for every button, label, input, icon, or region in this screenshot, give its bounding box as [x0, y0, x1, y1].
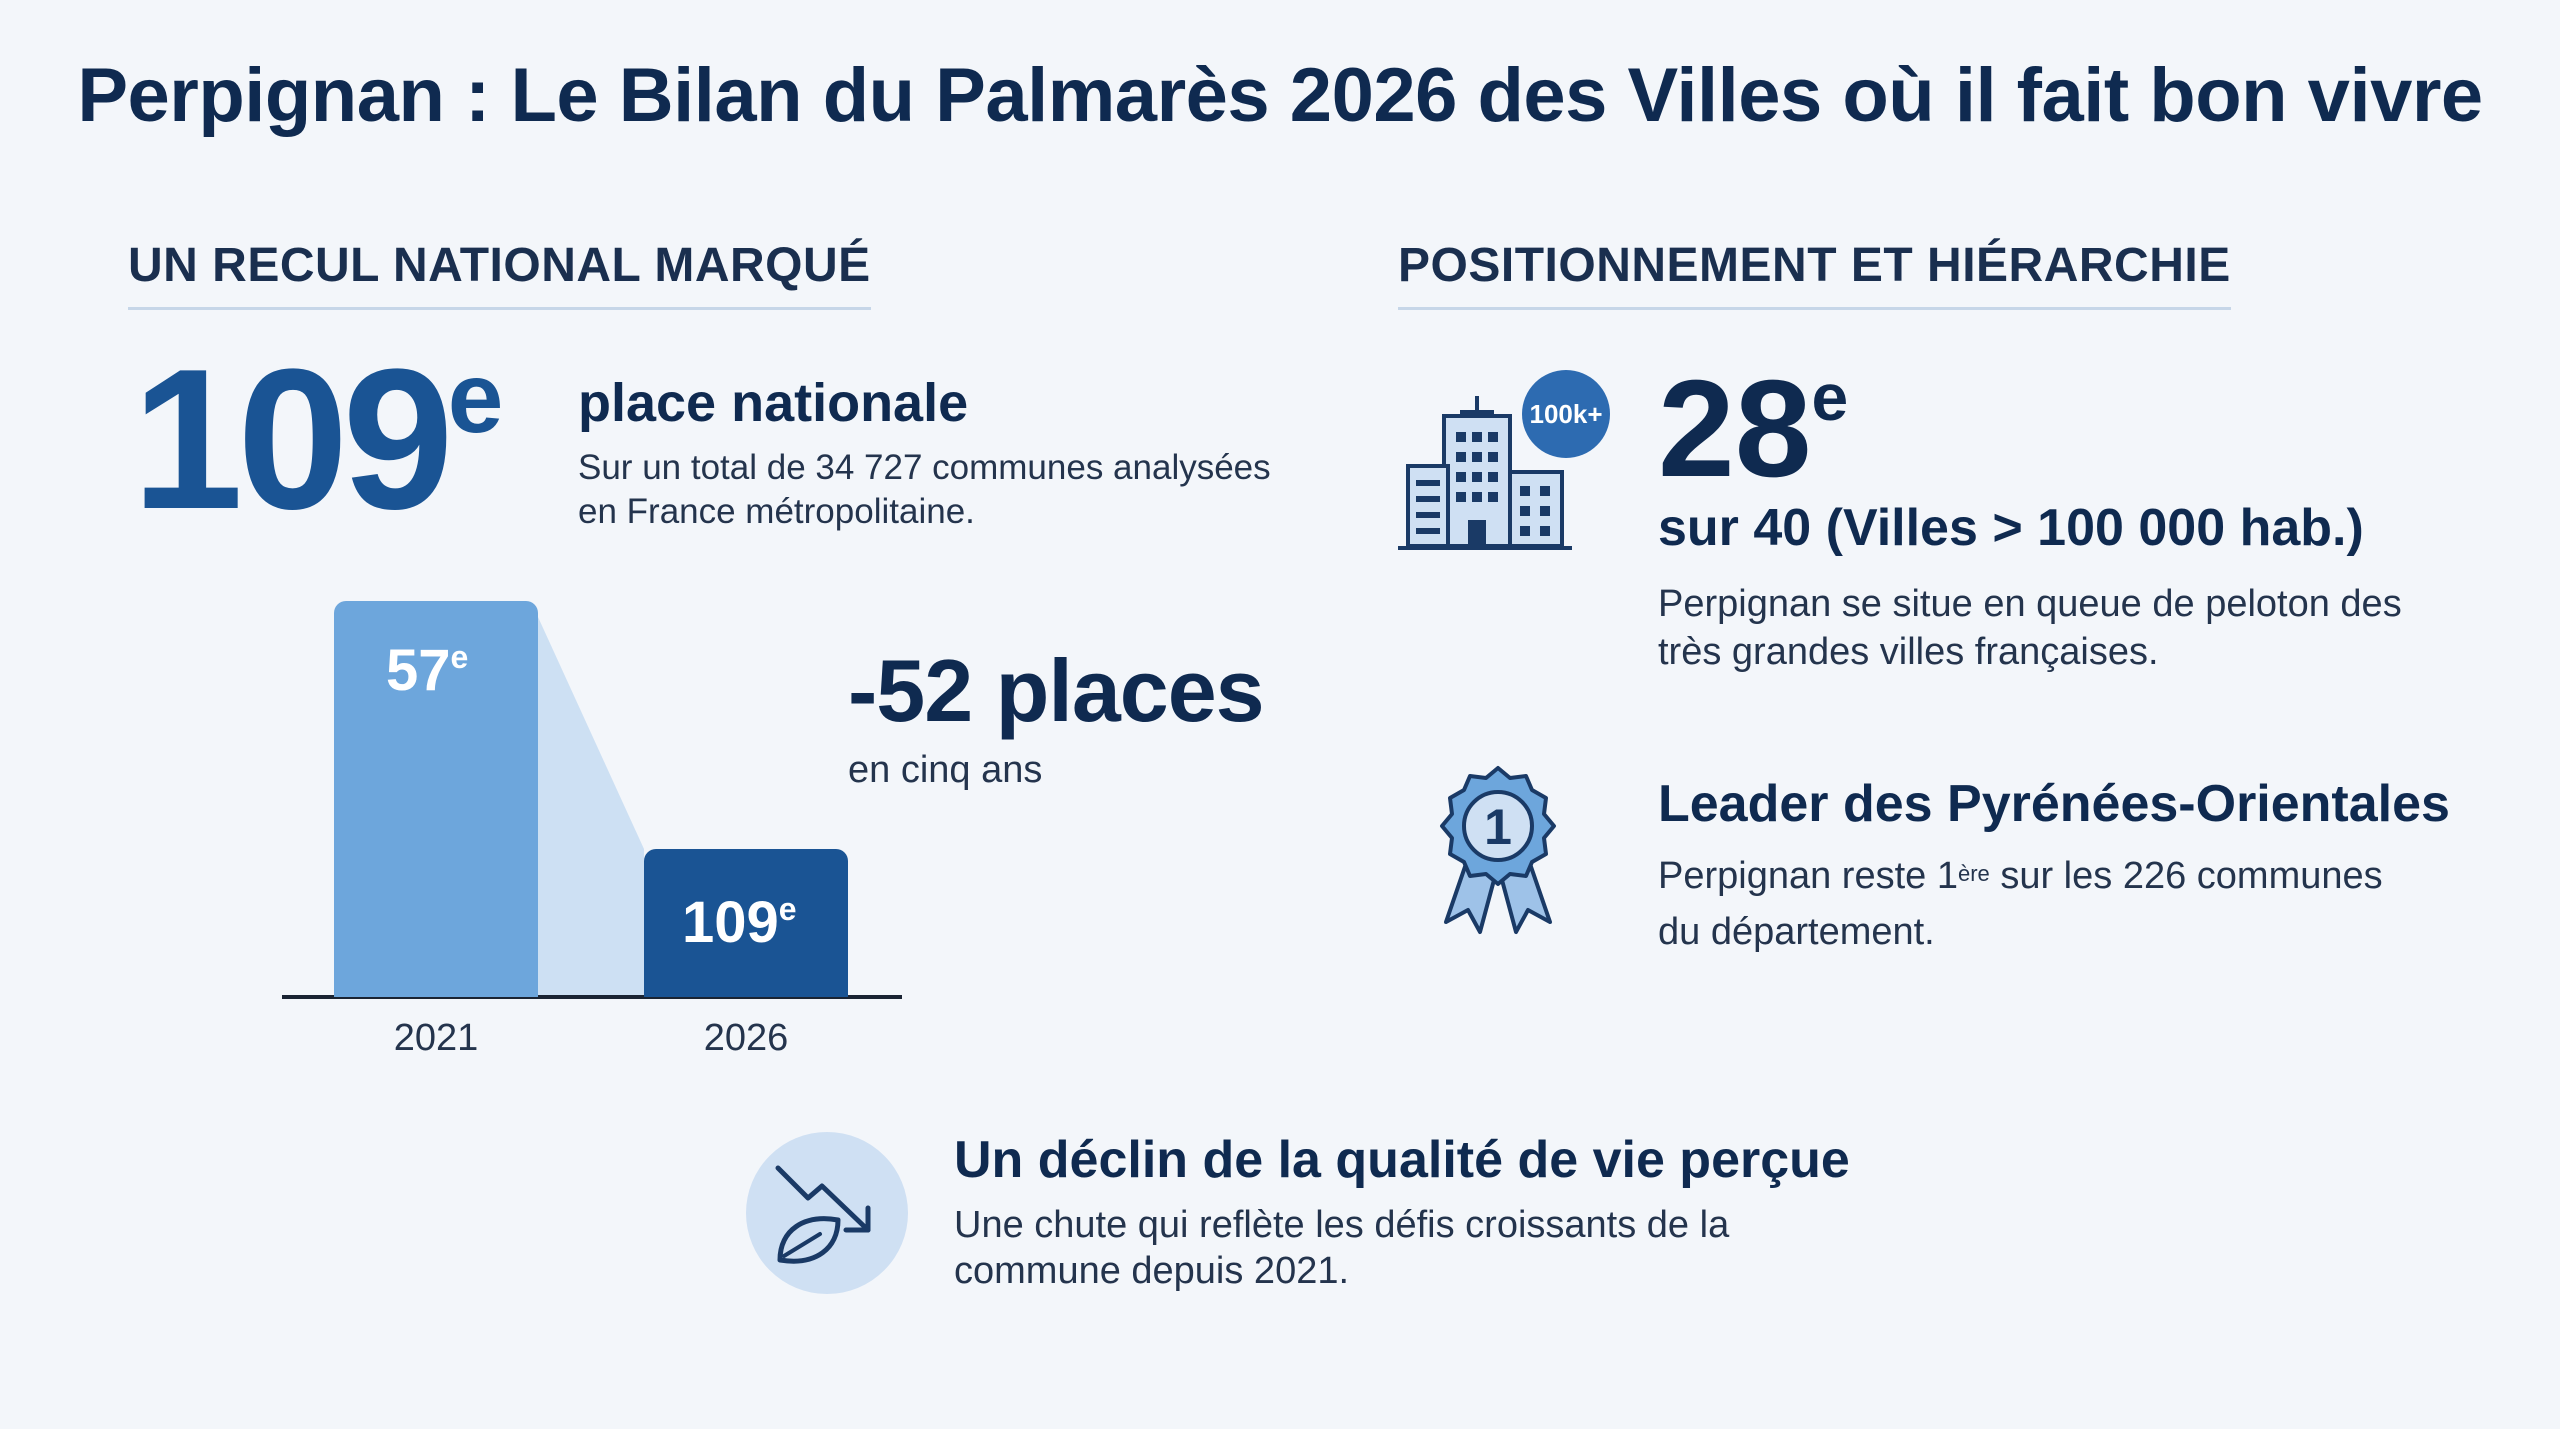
bottom-desc-line2: commune depuis 2021. [954, 1250, 1350, 1292]
page-title: Perpignan : Le Bilan du Palmarès 2026 de… [77, 53, 2483, 138]
delta-places: -52 places [848, 641, 1265, 740]
year-label-2026: 2026 [703, 1017, 789, 1059]
bottom-title: Un déclin de la qualité de vie perçue [954, 1131, 1850, 1189]
bar-label-2021: 57e [386, 637, 468, 704]
bar-label-2021-value: 57 [386, 638, 451, 703]
national-rank-number: 109e [132, 340, 503, 540]
national-rank-suffix: e [447, 342, 504, 454]
leader-desc: Perpignan reste 1ère sur les 226 commune… [1658, 848, 2383, 960]
national-rank-desc-line1: Sur un total de 34 727 communes analysée… [578, 448, 1271, 487]
population-badge: 100k+ [1522, 370, 1610, 458]
section-heading-position: POSITIONNEMENT ET HIÉRARCHIE [1398, 238, 2231, 310]
national-rank-label: place nationale [578, 373, 969, 433]
category-rank-value: 28 [1658, 352, 1812, 506]
national-rank-value: 109 [132, 328, 454, 551]
category-rank-subtitle: sur 40 (Villes > 100 000 hab.) [1658, 499, 2364, 557]
leader-desc-post: sur les 226 communes [1989, 855, 2383, 897]
trend-down-leaf-glyph [775, 1165, 871, 1264]
category-rank-desc-line1: Perpignan se situe en queue de peloton d… [1658, 583, 2402, 625]
bar-label-2026: 109e [682, 889, 797, 956]
national-rank-desc: Sur un total de 34 727 communes analysée… [578, 446, 1271, 534]
city-buildings-icon [1398, 396, 1572, 550]
bottom-desc-line1: Une chute qui reflète les défis croissan… [954, 1204, 1730, 1246]
trend-down-leaf-icon [746, 1132, 908, 1294]
bottom-desc: Une chute qui reflète les défis croissan… [954, 1202, 1729, 1294]
section-heading-national: UN RECUL NATIONAL MARQUÉ [128, 238, 871, 310]
category-rank-desc: Perpignan se situe en queue de peloton d… [1658, 580, 2402, 676]
bar-label-2026-value: 109 [682, 890, 779, 955]
national-rank-desc-line2: en France métropolitaine. [578, 492, 975, 531]
medal-ribbon-icon [1440, 766, 1556, 934]
year-label-2021: 2021 [393, 1017, 479, 1059]
leader-title: Leader des Pyrénées-Orientales [1658, 775, 2450, 833]
bar-2021 [334, 601, 538, 997]
medal-number: 1 [1484, 799, 1512, 855]
leader-desc-line2: du département. [1658, 911, 1935, 953]
category-rank-number: 28e [1658, 360, 1848, 498]
bar-label-2026-suffix: e [778, 891, 797, 927]
delta-subtitle: en cinq ans [848, 749, 1043, 791]
leader-desc-pre: Perpignan reste 1 [1658, 855, 1958, 897]
bar-connector-shade [538, 617, 644, 997]
leader-desc-line1: Perpignan reste 1ère sur les 226 commune… [1658, 848, 2383, 904]
bar-2026 [644, 849, 848, 997]
leader-desc-sup: ère [1957, 861, 1990, 886]
category-rank-desc-line2: très grandes villes françaises. [1658, 631, 2159, 673]
category-rank-suffix: e [1811, 360, 1849, 434]
bar-label-2021-suffix: e [450, 639, 469, 675]
